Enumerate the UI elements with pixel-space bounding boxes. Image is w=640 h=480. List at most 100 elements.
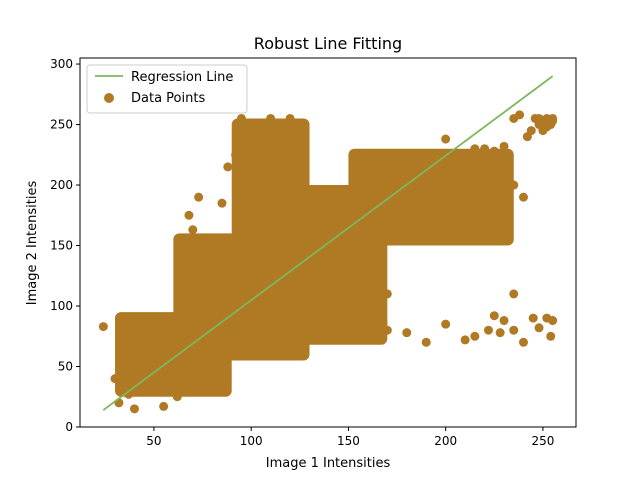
data-point — [246, 120, 256, 130]
data-point — [256, 253, 266, 263]
data-point — [460, 335, 470, 345]
data-point — [483, 325, 493, 335]
y-tick-label: 100 — [50, 299, 73, 313]
data-point — [441, 156, 451, 166]
data-point — [363, 331, 373, 341]
data-point — [534, 113, 544, 123]
scatter-density-regions — [115, 118, 514, 397]
data-point — [305, 204, 315, 214]
data-point — [499, 316, 509, 326]
y-tick-label: 300 — [50, 57, 73, 71]
data-point — [217, 198, 227, 208]
data-point — [402, 168, 412, 178]
data-point — [470, 158, 480, 168]
data-point — [159, 401, 169, 411]
data-point — [528, 313, 538, 323]
data-point — [246, 271, 256, 281]
data-point — [153, 386, 163, 396]
data-point — [98, 322, 108, 332]
data-point — [184, 210, 194, 220]
x-axis-ticks: 50 100 150 200 250 — [146, 427, 554, 448]
dense-point-region — [251, 315, 388, 345]
data-point — [314, 222, 324, 232]
data-point — [518, 337, 528, 347]
data-point — [266, 113, 276, 123]
data-point — [324, 210, 334, 220]
data-point — [515, 110, 525, 120]
x-axis-label: Image 1 Intensities — [266, 456, 391, 471]
data-point — [207, 337, 217, 347]
data-point — [334, 216, 344, 226]
data-point — [223, 162, 233, 172]
data-point — [548, 316, 558, 326]
data-point — [421, 337, 431, 347]
data-point — [126, 355, 136, 365]
data-point — [460, 180, 470, 190]
data-point — [217, 355, 227, 365]
data-point — [431, 166, 441, 176]
data-point — [509, 325, 519, 335]
data-point — [295, 132, 305, 142]
legend: Regression Line Data Points — [86, 64, 248, 114]
data-point — [548, 116, 558, 126]
data-point — [236, 265, 246, 275]
legend-point-swatch — [104, 93, 114, 103]
data-point — [470, 331, 480, 341]
data-point — [538, 126, 548, 136]
data-point — [450, 168, 460, 178]
data-point — [227, 241, 237, 251]
data-point — [499, 141, 509, 151]
data-point — [192, 325, 202, 335]
data-point — [392, 180, 402, 190]
data-point — [334, 198, 344, 208]
data-point — [489, 311, 499, 321]
y-tick-label: 150 — [50, 239, 73, 253]
regression-line — [102, 75, 554, 411]
data-point — [489, 146, 499, 156]
data-point — [281, 283, 291, 293]
data-point — [526, 126, 536, 136]
data-point — [145, 335, 155, 345]
data-point — [324, 228, 334, 238]
data-point — [176, 349, 186, 359]
data-point — [305, 247, 315, 257]
data-point — [441, 134, 451, 144]
data-point — [223, 289, 233, 299]
dense-point-region — [348, 148, 514, 246]
data-point — [139, 349, 149, 359]
data-point — [363, 192, 373, 202]
data-point — [480, 144, 490, 154]
scatter-points — [98, 110, 558, 414]
data-point — [382, 190, 392, 200]
data-point — [382, 289, 392, 299]
x-tick-label: 250 — [531, 434, 554, 448]
data-point — [110, 374, 120, 384]
data-point — [534, 323, 544, 333]
data-point — [546, 331, 556, 341]
data-point — [509, 289, 519, 299]
data-point — [353, 198, 363, 208]
y-axis-ticks: 0 50 100 150 200 250 300 — [50, 57, 80, 434]
data-point — [295, 253, 305, 263]
data-point — [509, 180, 519, 190]
plot-area — [98, 75, 558, 414]
data-point — [114, 398, 124, 408]
data-point — [363, 216, 373, 226]
data-point — [194, 192, 204, 202]
y-axis-label: Image 2 Intensities — [25, 181, 40, 306]
plot-frame — [79, 57, 577, 428]
data-point — [262, 228, 272, 238]
data-point — [129, 380, 139, 390]
data-point — [518, 192, 528, 202]
legend-label-data-points: Data Points — [131, 91, 205, 106]
y-tick-label: 250 — [50, 118, 73, 132]
data-point — [198, 380, 208, 390]
data-point — [460, 150, 470, 160]
legend-label-regression-line: Regression Line — [131, 70, 233, 85]
data-point — [159, 352, 169, 362]
y-tick-label: 200 — [50, 178, 73, 192]
y-tick-label: 50 — [58, 360, 73, 374]
data-point — [188, 225, 198, 235]
data-point — [231, 150, 241, 160]
data-point — [129, 404, 139, 414]
